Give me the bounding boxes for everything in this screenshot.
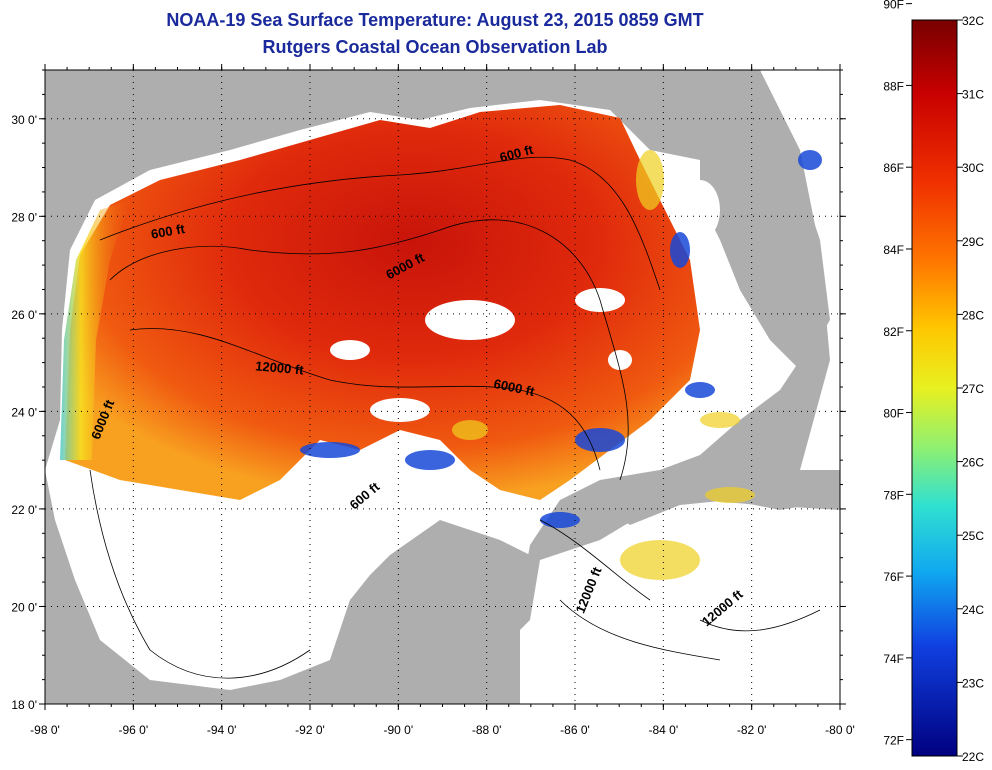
lon-tick-label: -80 0' [825,723,855,737]
latitude-axis: 18 0' 20 0' 22 0' 24 0' 26 0' 28 0' 30 0' [11,69,846,712]
sst-mid-patches [452,150,755,580]
colorbar-c-label: 24C [962,603,984,617]
colorbar-f-label: 80F [883,407,904,421]
contour-label: 12000 ft [255,358,305,377]
colorbar-f-label: 88F [883,79,904,93]
colorbar-c-label: 23C [962,676,984,690]
lon-tick-label: -86 0' [560,723,590,737]
colorbar-f-label: 72F [883,734,904,748]
colorbar-c-label: 30C [962,161,984,175]
colorbar-c-label: 29C [962,235,984,249]
lon-tick-label: -82 0' [737,723,767,737]
map-subtitle: Rutgers Coastal Ocean Observation Lab [262,37,608,57]
graticule [45,70,840,704]
lat-tick-label: 28 0' [11,210,37,224]
lon-tick-label: -88 0' [472,723,502,737]
lat-tick-label: 26 0' [11,308,37,322]
atlantic-water [760,70,840,470]
lon-tick-label: -84 0' [649,723,679,737]
colorbar-celsius-labels: 32C 31C 30C 29C 28C 27C 26C 25C 24C 23C 22C [957,14,984,764]
lon-tick-label: -98 0' [30,723,60,737]
colorbar [911,19,958,757]
yucatan-land [330,520,540,704]
sst-cool-patches [300,150,822,528]
colorbar-f-label: 76F [883,570,904,584]
lat-tick-label: 18 0' [11,698,37,712]
colorbar-c-label: 31C [962,88,984,102]
colorbar-c-label: 25C [962,529,984,543]
bathymetry-contours [89,156,821,679]
sst-coastal-band [60,200,130,460]
colorbar-c-label: 26C [962,456,984,470]
map-title: NOAA-19 Sea Surface Temperature: August … [166,10,704,30]
colorbar-f-label: 90F [883,0,904,12]
sst-field [65,105,700,500]
colorbar-c-label: 32C [962,14,984,28]
cloud-gaps [330,180,720,422]
florida-land [700,80,830,370]
lat-tick-label: 20 0' [11,600,37,614]
colorbar-f-label: 82F [883,325,904,339]
lon-tick-label: -90 0' [384,723,414,737]
lat-tick-label: 30 0' [11,113,37,127]
lon-tick-label: -92 0' [295,723,325,737]
colorbar-f-label: 78F [883,488,904,502]
caribbean-water [520,500,840,704]
colorbar-fahrenheit-labels: 90F 88F 86F 84F 82F 80F 78F 76F 74F 72F [883,0,912,748]
colorbar-f-label: 74F [883,652,904,666]
lat-tick-label: 22 0' [11,503,37,517]
colorbar-c-label: 22C [962,750,984,764]
colorbar-c-label: 28C [962,308,984,322]
lon-tick-label: -94 0' [207,723,237,737]
colorbar-f-label: 86F [883,161,904,175]
lat-tick-label: 24 0' [11,405,37,419]
contour-label: 600 ft [150,221,187,242]
lon-tick-label: -96 0' [119,723,149,737]
colorbar-c-label: 27C [962,382,984,396]
longitude-axis: -98 0' -96 0' -94 0' -92 0' -90 0' -88 0' -86 … [30,64,855,737]
colorbar-f-label: 84F [883,243,904,257]
